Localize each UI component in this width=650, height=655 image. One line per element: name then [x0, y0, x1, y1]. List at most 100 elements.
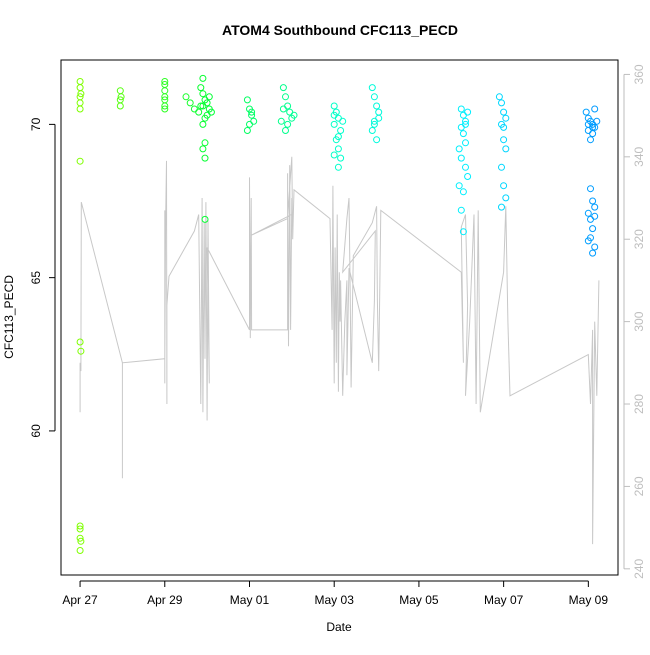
- y2-tick-label: 300: [632, 311, 646, 331]
- data-point: [330, 111, 338, 119]
- data-point: [502, 114, 510, 122]
- data-point: [282, 93, 289, 101]
- data-point: [243, 127, 251, 134]
- data-point: [370, 93, 378, 101]
- data-point: [76, 78, 84, 85]
- x-tick-label: May 01: [230, 593, 270, 607]
- data-point: [279, 105, 287, 113]
- data-point: [182, 93, 190, 101]
- data-point: [161, 105, 169, 113]
- data-point: [76, 525, 84, 533]
- data-point: [334, 145, 342, 153]
- data-point: [370, 120, 378, 128]
- data-point: [500, 108, 508, 116]
- data-point: [284, 102, 292, 110]
- data-point: [591, 123, 599, 131]
- data-point: [76, 338, 84, 346]
- data-point: [290, 111, 298, 119]
- data-point: [464, 108, 472, 116]
- data-point: [502, 194, 510, 202]
- data-point: [587, 215, 594, 223]
- data-point: [589, 130, 597, 138]
- data-point: [282, 127, 289, 134]
- data-point: [462, 117, 469, 125]
- data-point: [459, 111, 467, 119]
- data-point: [116, 87, 124, 95]
- data-point: [201, 215, 209, 223]
- data-point: [459, 228, 467, 236]
- y-axis: 60 65 70: [29, 117, 56, 438]
- data-point: [587, 136, 594, 144]
- y2-tick-label: 320: [632, 229, 646, 249]
- y2-axis: 240 260 280 300 320 340 360: [623, 64, 646, 579]
- data-point: [203, 111, 211, 119]
- data-point: [591, 243, 599, 251]
- y2-tick-label: 260: [632, 476, 646, 496]
- data-point: [502, 145, 510, 153]
- series-group-1: [330, 84, 383, 171]
- data-point: [589, 249, 597, 257]
- data-point: [459, 188, 467, 196]
- data-point: [373, 136, 381, 144]
- data-point: [77, 90, 85, 98]
- data-point: [457, 206, 465, 214]
- data-point: [368, 127, 376, 134]
- y-tick-label: 60: [29, 424, 43, 438]
- data-point: [373, 102, 381, 110]
- data-point: [457, 154, 465, 162]
- data-point: [76, 547, 84, 554]
- data-point: [117, 93, 125, 101]
- data-point: [248, 111, 256, 119]
- data-point: [201, 139, 209, 147]
- data-point: [279, 84, 287, 92]
- data-point: [243, 96, 251, 104]
- y-tick-label: 70: [29, 117, 43, 131]
- data-point: [500, 123, 508, 131]
- data-point: [462, 163, 469, 171]
- data-point: [76, 105, 84, 113]
- plot-area: [60, 59, 619, 576]
- data-point: [584, 127, 592, 134]
- data-point: [462, 120, 469, 128]
- data-point: [161, 78, 169, 85]
- data-point: [116, 102, 124, 110]
- y2-tick-label: 240: [632, 558, 646, 578]
- data-point: [591, 105, 599, 113]
- x-axis-label: Date: [326, 620, 352, 634]
- data-point: [589, 197, 597, 205]
- y2-tick-label: 280: [632, 394, 646, 414]
- data-point: [582, 108, 590, 116]
- data-point: [587, 185, 594, 193]
- data-point: [334, 163, 342, 171]
- data-point: [339, 117, 347, 125]
- x-tick-label: May 05: [399, 593, 439, 607]
- data-point: [76, 522, 84, 530]
- data-point: [248, 108, 256, 116]
- data-point: [77, 537, 85, 545]
- data-point: [186, 99, 194, 107]
- data-point: [76, 157, 84, 165]
- x-axis: Apr 27 Apr 29 May 01 May 03 May 05 May 07 May …: [62, 580, 609, 607]
- data-point: [495, 93, 503, 101]
- data-point: [284, 120, 292, 128]
- x-tick-label: May 03: [315, 593, 355, 607]
- data-point: [286, 108, 294, 116]
- data-point: [459, 130, 467, 138]
- data-point: [190, 105, 198, 113]
- y2-tick-label: 340: [632, 146, 646, 166]
- x-tick-label: May 09: [569, 593, 609, 607]
- data-point: [337, 127, 345, 134]
- data-point: [337, 154, 345, 162]
- data-point: [161, 93, 169, 101]
- data-point: [277, 117, 285, 125]
- y-axis-label: CFC113_PECD: [2, 275, 16, 359]
- data-point: [457, 105, 465, 113]
- data-point: [161, 102, 169, 110]
- data-point: [197, 102, 205, 110]
- series-group-3: [582, 105, 601, 257]
- data-point: [498, 99, 505, 107]
- data-point: [161, 87, 169, 95]
- series-line-4: [79, 156, 600, 545]
- data-point: [589, 123, 597, 131]
